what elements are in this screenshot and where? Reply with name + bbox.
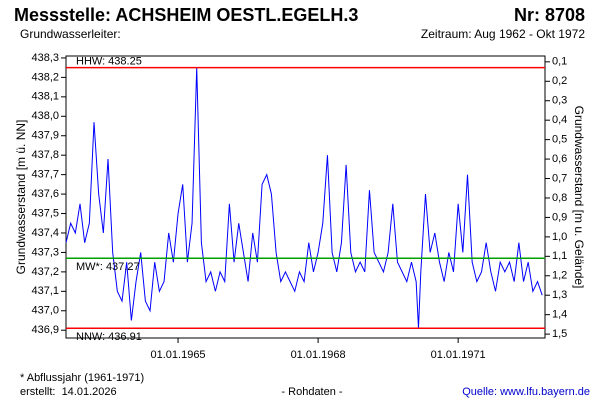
y-tick-label: 437,8 <box>31 149 59 161</box>
station-number: Nr: 8708 <box>514 5 585 25</box>
y2-tick-label: 1,0 <box>552 231 567 243</box>
y2-tick-label: 0,8 <box>552 192 567 204</box>
plot-frame <box>65 55 546 339</box>
y2-tick-label: 1,2 <box>552 270 567 282</box>
y2-tick-label: 0,6 <box>552 153 567 165</box>
reference-label: NNW: 436.91 <box>76 331 142 343</box>
y-tick-label: 438,0 <box>31 110 59 122</box>
note: - Rohdaten - <box>281 386 342 398</box>
y-tick-label: 437,2 <box>31 266 59 278</box>
y-tick-label: 437,6 <box>31 188 59 200</box>
y2-tick-label: 0,5 <box>552 134 567 146</box>
x-tick-label: 01.01.1968 <box>291 349 346 361</box>
y-tick-label: 438,1 <box>31 91 59 103</box>
footnote: * Abflussjahr (1961-1971) <box>20 372 144 384</box>
created: erstellt: 14.01.2026 <box>20 386 117 398</box>
y-tick-label: 437,7 <box>31 169 59 181</box>
y-tick-label: 436,9 <box>31 324 59 336</box>
y2-tick-label: 0,9 <box>552 211 567 223</box>
y-tick-label: 437,9 <box>31 130 59 142</box>
x-tick-label: 01.01.1971 <box>431 349 486 361</box>
y2-axis-title: Grundwasserstand [m u. Gelände] <box>572 106 586 289</box>
y-tick-label: 437,3 <box>31 246 59 258</box>
y2-tick-label: 1,5 <box>552 328 567 340</box>
chart-title: Messstelle: ACHSHEIM OESTL.EGELH.3 <box>14 5 358 25</box>
y2-tick-label: 1,3 <box>552 289 567 301</box>
period: Zeitraum: Aug 1962 - Okt 1972 <box>421 27 585 41</box>
reference-label: MW*: 437.27 <box>76 261 140 273</box>
aquifer: Grundwasserleiter: <box>20 27 121 41</box>
y2-tick-label: 0,2 <box>552 75 567 87</box>
y2-tick-label: 1,1 <box>552 250 567 262</box>
x-tick-label: 01.01.1965 <box>151 349 206 361</box>
y-axis-title: Grundwasserstand [m ü. NN] <box>14 120 28 275</box>
data-line <box>65 67 543 329</box>
y-tick-label: 437,1 <box>31 285 59 297</box>
y-tick-label: 437,0 <box>31 305 59 317</box>
y2-tick-label: 0,1 <box>552 56 567 68</box>
y2-tick-label: 1,4 <box>552 309 567 321</box>
y2-tick-label: 0,3 <box>552 95 567 107</box>
reference-label: HHW: 438.25 <box>76 56 142 68</box>
y-tick-label: 437,5 <box>31 207 59 219</box>
y-tick-label: 438,2 <box>31 71 59 83</box>
source: Quelle: www.lfu.bayern.de <box>462 386 590 398</box>
y2-tick-label: 0,4 <box>552 114 567 126</box>
y2-tick-label: 0,7 <box>552 172 567 184</box>
y-tick-label: 438,3 <box>31 52 59 64</box>
y-tick-label: 437,4 <box>31 227 59 239</box>
